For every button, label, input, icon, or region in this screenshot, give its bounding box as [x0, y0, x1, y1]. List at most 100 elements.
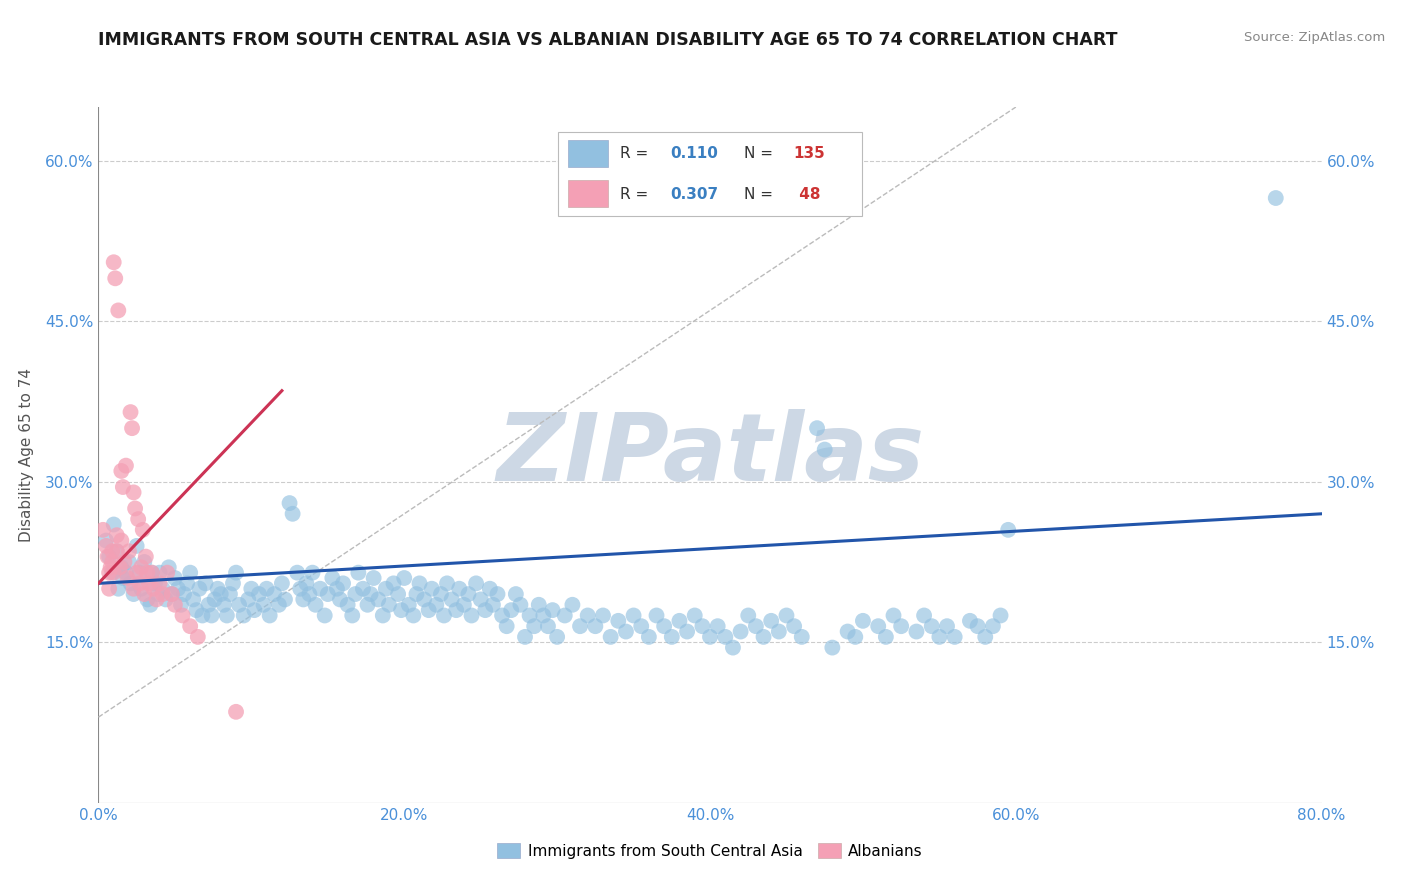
Point [97, 549, 120, 564]
Text: N =: N = [744, 146, 778, 161]
Point [554, 608, 576, 623]
Point [420, 582, 443, 596]
Point [136, 566, 159, 580]
Point [449, 582, 471, 596]
Point [173, 587, 195, 601]
Point [219, 587, 242, 601]
Point [316, 587, 339, 601]
Point [225, 705, 247, 719]
Point [905, 624, 928, 639]
Point [121, 421, 143, 435]
Point [491, 608, 513, 623]
Point [274, 592, 297, 607]
Point [107, 303, 129, 318]
Point [453, 598, 475, 612]
Point [883, 608, 905, 623]
Point [637, 630, 661, 644]
Point [513, 630, 536, 644]
Point [623, 608, 645, 623]
Point [194, 576, 217, 591]
Text: IMMIGRANTS FROM SOUTH CENTRAL ASIA VS ALBANIAN DISABILITY AGE 65 TO 74 CORRELATI: IMMIGRANTS FROM SOUTH CENTRAL ASIA VS AL… [98, 31, 1118, 49]
Point [890, 619, 912, 633]
Point [314, 608, 336, 623]
Point [111, 571, 134, 585]
Point [495, 619, 517, 633]
Point [172, 608, 194, 623]
Point [990, 608, 1012, 623]
Point [267, 598, 290, 612]
FancyBboxPatch shape [568, 140, 607, 167]
Point [142, 582, 165, 596]
Point [356, 598, 378, 612]
Point [191, 608, 214, 623]
Point [344, 587, 367, 601]
Point [112, 555, 135, 569]
Point [332, 576, 354, 591]
Point [188, 582, 211, 596]
Point [974, 630, 997, 644]
Point [228, 598, 250, 612]
Point [413, 592, 436, 607]
Point [501, 603, 523, 617]
Point [238, 592, 260, 607]
Point [105, 528, 128, 542]
Point [160, 587, 183, 601]
Text: 135: 135 [793, 146, 825, 161]
Point [200, 608, 222, 623]
Point [138, 576, 160, 591]
Point [98, 582, 121, 596]
Point [134, 555, 156, 569]
Text: ZIPatlas: ZIPatlas [496, 409, 924, 501]
Text: N =: N = [744, 186, 778, 202]
Point [256, 582, 278, 596]
Point [91, 523, 114, 537]
Point [176, 576, 198, 591]
Point [243, 603, 266, 617]
Point [531, 608, 554, 623]
Point [367, 592, 389, 607]
Point [699, 630, 721, 644]
Point [661, 630, 683, 644]
Point [204, 592, 226, 607]
Point [336, 598, 359, 612]
Point [706, 619, 728, 633]
Point [943, 630, 966, 644]
Point [207, 582, 229, 596]
Legend: Immigrants from South Central Asia, Albanians: Immigrants from South Central Asia, Alba… [491, 837, 929, 864]
Point [240, 582, 263, 596]
Point [101, 566, 124, 580]
Point [120, 576, 142, 591]
Point [111, 480, 134, 494]
Point [103, 517, 125, 532]
Point [285, 566, 308, 580]
Point [912, 608, 935, 623]
Point [110, 560, 132, 574]
Point [309, 582, 332, 596]
Point [107, 582, 129, 596]
Point [599, 630, 621, 644]
Point [179, 566, 201, 580]
Text: R =: R = [620, 186, 654, 202]
Point [149, 566, 172, 580]
FancyBboxPatch shape [558, 132, 862, 216]
Point [527, 598, 550, 612]
Point [181, 592, 204, 607]
Point [569, 619, 592, 633]
Point [347, 566, 370, 580]
Point [775, 608, 797, 623]
Point [128, 576, 150, 591]
Point [352, 582, 374, 596]
Point [129, 560, 152, 574]
Point [125, 539, 148, 553]
Point [374, 582, 396, 596]
Point [752, 630, 775, 644]
Point [440, 592, 463, 607]
Point [430, 587, 453, 601]
Point [187, 630, 209, 644]
Point [821, 640, 844, 655]
Point [875, 630, 897, 644]
Point [100, 560, 122, 574]
Point [170, 598, 193, 612]
Point [928, 630, 950, 644]
Point [110, 533, 132, 548]
